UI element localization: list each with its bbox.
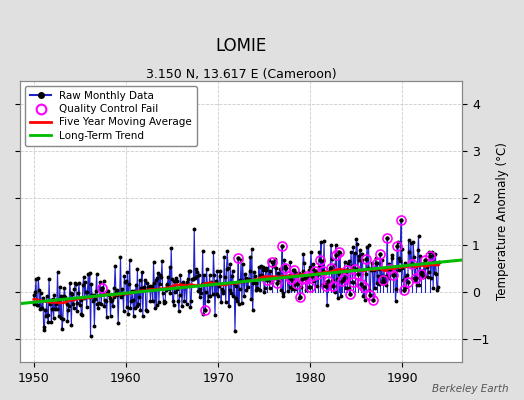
- Legend: Raw Monthly Data, Quality Control Fail, Five Year Moving Average, Long-Term Tren: Raw Monthly Data, Quality Control Fail, …: [25, 86, 198, 146]
- Y-axis label: Temperature Anomaly (°C): Temperature Anomaly (°C): [496, 142, 509, 300]
- Text: Berkeley Earth: Berkeley Earth: [432, 384, 508, 394]
- Text: LOMIE: LOMIE: [215, 37, 267, 55]
- Title: 3.150 N, 13.617 E (Cameroon): 3.150 N, 13.617 E (Cameroon): [146, 68, 336, 81]
